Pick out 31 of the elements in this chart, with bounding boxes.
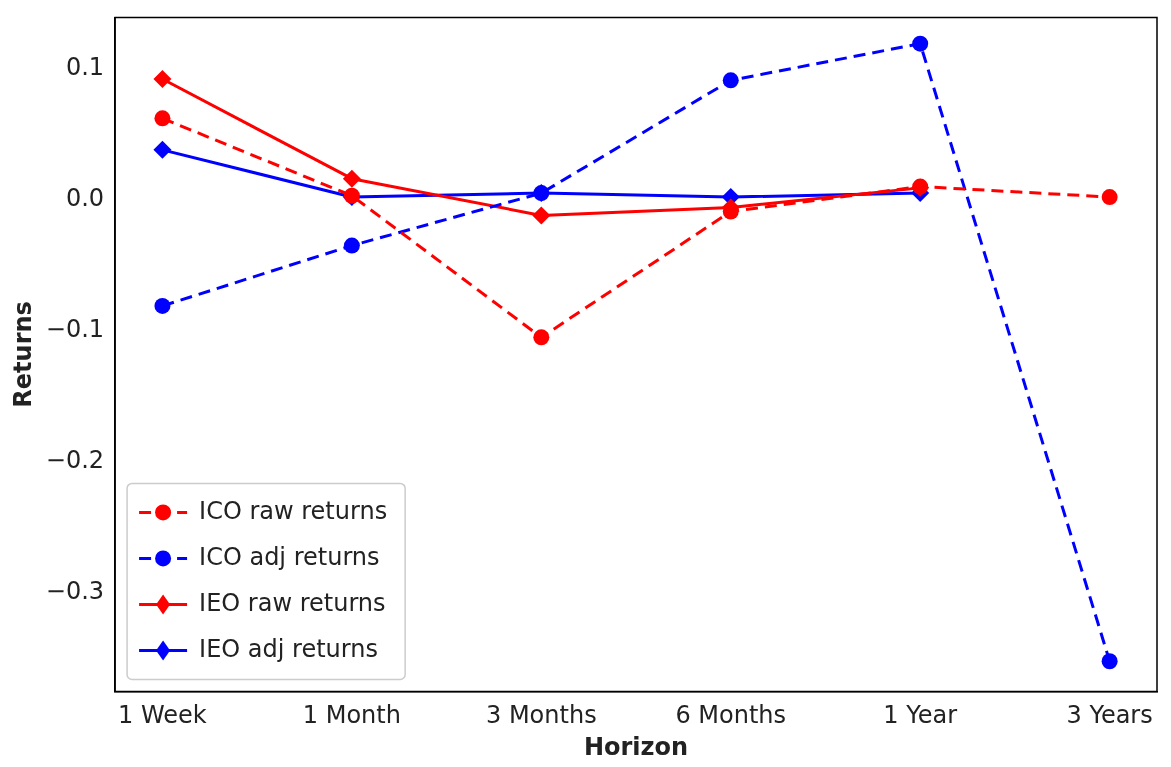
point bbox=[154, 297, 171, 314]
legend-label: IEO raw returns bbox=[199, 588, 386, 617]
point bbox=[533, 185, 550, 202]
legend-label: IEO adj returns bbox=[199, 634, 378, 663]
x-tick-label: 1 Week bbox=[118, 701, 207, 730]
y-axis-title: Returns bbox=[8, 301, 37, 408]
point bbox=[912, 35, 929, 52]
point bbox=[912, 178, 929, 195]
point bbox=[153, 140, 172, 159]
point bbox=[1101, 653, 1118, 670]
x-tick-label: 3 Months bbox=[486, 701, 597, 730]
legend-label: ICO adj returns bbox=[199, 542, 380, 571]
x-tick-label: 1 Year bbox=[883, 701, 958, 730]
y-tick-label: −0.1 bbox=[45, 315, 105, 344]
x-tick-label: 6 Months bbox=[675, 701, 787, 730]
y-tick-label: −0.3 bbox=[45, 577, 105, 606]
point bbox=[532, 206, 551, 225]
x-tick-label: 1 Month bbox=[302, 701, 401, 730]
y-tick-label: −0.2 bbox=[45, 446, 105, 475]
point bbox=[1101, 189, 1118, 206]
point bbox=[154, 110, 171, 127]
y-tick-label: 0.1 bbox=[65, 52, 105, 81]
x-tick-label: 3 Years bbox=[1066, 701, 1153, 730]
x-axis-title: Horizon bbox=[583, 732, 689, 761]
point bbox=[533, 329, 550, 346]
y-tick-label: 0.0 bbox=[65, 183, 105, 212]
legend-label: ICO raw returns bbox=[199, 496, 388, 525]
point bbox=[342, 169, 361, 188]
point bbox=[343, 237, 360, 254]
point bbox=[153, 70, 172, 89]
point bbox=[722, 72, 739, 89]
